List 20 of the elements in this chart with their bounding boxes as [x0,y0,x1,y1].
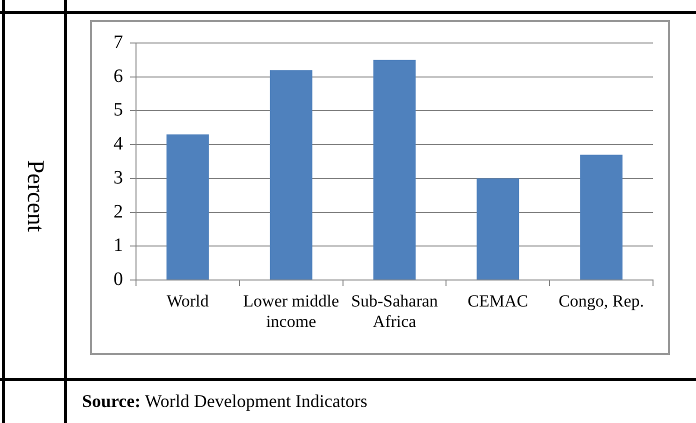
bar [166,134,209,280]
y-tick-label: 6 [114,66,123,87]
x-tick-label: CEMAC [468,292,528,311]
x-tick-label: World [166,292,210,311]
bar [373,60,416,280]
x-tick-label: Congo, Rep. [558,292,644,311]
y-tick-label: 7 [114,32,123,53]
x-tick-label: Lower middle income [243,292,340,332]
bar [270,70,312,280]
bar [476,178,520,280]
source-note: Source: World Development Indicators [82,391,368,411]
y-tick-label: 3 [114,167,123,188]
bar [580,154,622,280]
y-tick-label: 2 [114,201,123,222]
y-tick-label: 4 [114,134,124,155]
x-tick-label: Sub-Saharan Africa [351,292,438,332]
y-tick-label: 1 [114,235,123,256]
y-axis-title: Percent [21,160,48,232]
y-tick-label: 0 [114,268,123,290]
y-tick-label: 5 [114,100,123,121]
